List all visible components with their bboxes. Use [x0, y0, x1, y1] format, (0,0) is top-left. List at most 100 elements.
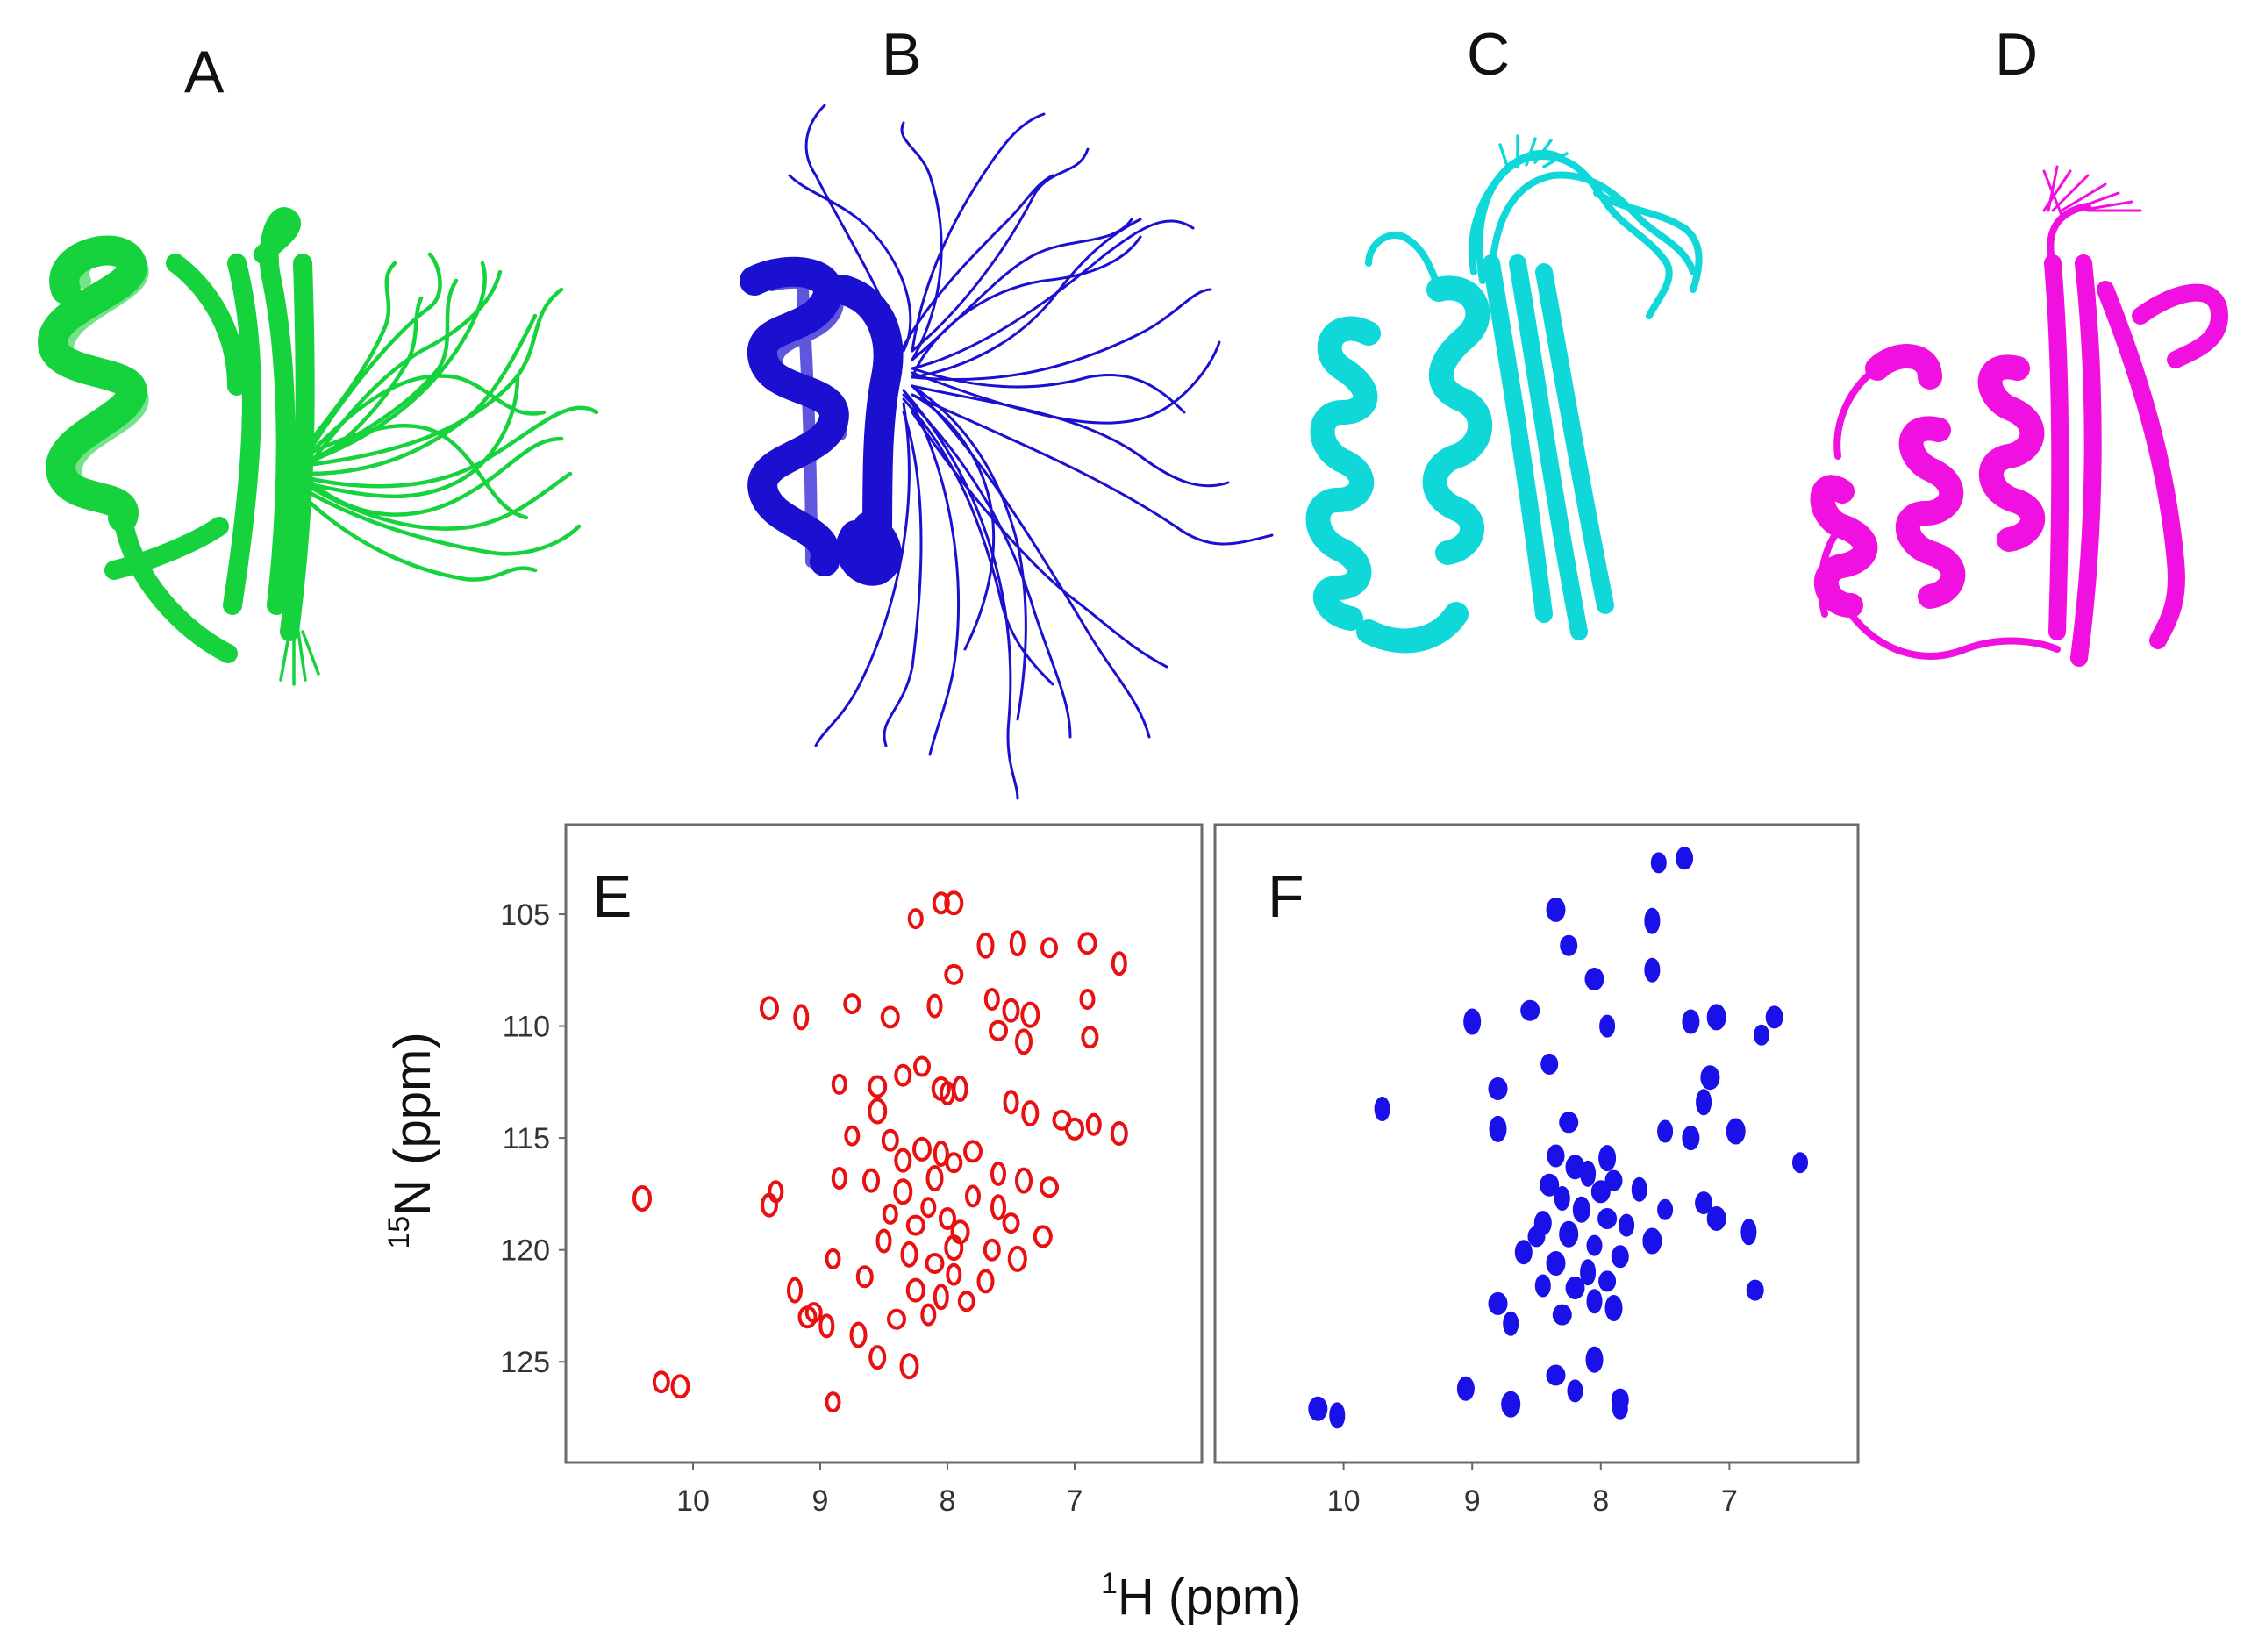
peak: [976, 1269, 995, 1294]
helices-c: [1305, 275, 1493, 654]
peak: [1033, 1225, 1053, 1248]
peak: [1501, 1391, 1521, 1418]
peak: [843, 993, 861, 1015]
panel-letter-c: C: [1467, 21, 1510, 88]
peak: [1706, 1004, 1726, 1031]
peak: [933, 1284, 949, 1311]
structure-ensemble-c: [1305, 134, 1703, 654]
peak: [932, 891, 950, 915]
peak: [1586, 1289, 1603, 1314]
panel-letter-e: E: [592, 863, 632, 930]
peak: [1644, 957, 1661, 983]
panel-letter-f: F: [1268, 863, 1304, 930]
peak: [862, 1168, 880, 1193]
peak: [1559, 1112, 1579, 1134]
peak: [887, 1308, 906, 1330]
panel-letter-a: A: [184, 39, 225, 105]
peak: [1631, 1176, 1647, 1202]
hsqc-panel-f: F 10 9 8 7: [1213, 823, 1860, 1518]
peak: [1572, 1196, 1590, 1223]
peak: [868, 1345, 887, 1370]
peak: [1540, 1173, 1560, 1197]
peak: [1534, 1274, 1551, 1298]
peak: [1695, 1191, 1713, 1215]
y-tick-label: 125: [500, 1346, 550, 1379]
peak: [849, 1321, 868, 1348]
peak: [793, 1004, 810, 1031]
peak: [825, 1391, 841, 1413]
structure-ensemble-a: [38, 207, 599, 686]
peak: [1696, 1089, 1712, 1116]
peak: [1619, 1213, 1635, 1237]
peak: [894, 1063, 912, 1087]
peak: [963, 1140, 983, 1163]
peak: [1580, 1259, 1597, 1286]
peaks-f: [1308, 847, 1808, 1429]
peak: [989, 1019, 1008, 1041]
x-axis-ticks-f: 10 9 8 7: [1327, 1462, 1738, 1518]
peak: [1040, 1176, 1059, 1198]
x-tick-label: 9: [812, 1484, 829, 1518]
peak: [1604, 1169, 1623, 1191]
peak: [1015, 1167, 1033, 1194]
y-axis-title-superscript: 15: [382, 1216, 416, 1249]
peak: [1746, 1279, 1764, 1301]
peak: [1085, 1112, 1102, 1136]
peak: [804, 1302, 823, 1324]
peak: [1546, 1251, 1566, 1276]
peak: [925, 1165, 944, 1191]
peak: [1597, 1208, 1618, 1229]
termini-a: [279, 630, 320, 686]
peak: [944, 1234, 964, 1262]
peak: [976, 932, 995, 959]
peak: [913, 1055, 931, 1077]
peak: [1463, 1008, 1482, 1035]
panel-letter-b: B: [882, 21, 921, 88]
peak: [1726, 1118, 1746, 1145]
peak: [905, 1214, 925, 1236]
structure-ensemble-d: [1810, 165, 2228, 667]
peak: [868, 1075, 888, 1098]
peak: [1002, 998, 1020, 1023]
peak: [1598, 1145, 1617, 1172]
strands-c: [1483, 254, 1614, 640]
peak: [1021, 1100, 1040, 1127]
peak: [1682, 1126, 1700, 1151]
peak: [1590, 1180, 1611, 1204]
peak: [1552, 1304, 1572, 1326]
x-tick-label: 10: [1327, 1484, 1361, 1518]
peak: [1007, 1245, 1027, 1272]
peak: [1560, 934, 1578, 956]
peaks-e: [632, 890, 1128, 1413]
peak: [1111, 951, 1127, 976]
peak: [990, 1161, 1006, 1186]
peak: [1644, 907, 1661, 934]
peak: [1792, 1152, 1808, 1174]
peak: [1488, 1291, 1508, 1315]
peak: [844, 1125, 861, 1147]
peak: [926, 993, 943, 1019]
strands-d: [2044, 254, 2228, 667]
peak: [880, 1005, 900, 1029]
peak: [1559, 1220, 1579, 1248]
peak: [818, 1313, 835, 1339]
peak: [899, 1353, 919, 1380]
peak: [1020, 1001, 1040, 1028]
x-axis-title-text: H (ppm): [1118, 1569, 1301, 1626]
peak: [893, 1178, 913, 1205]
peak: [1546, 1364, 1566, 1386]
peak: [907, 908, 924, 930]
peak: [1308, 1396, 1328, 1421]
peak: [831, 1073, 847, 1095]
peak: [1002, 1212, 1020, 1234]
peak: [1657, 1119, 1674, 1143]
peak: [933, 1141, 949, 1167]
peak: [990, 1194, 1006, 1221]
peak: [1580, 1160, 1597, 1187]
peak: [1503, 1311, 1519, 1336]
peak: [1611, 1388, 1629, 1412]
panel-letter-d: D: [1995, 21, 2038, 88]
loop-tips-c: [1498, 134, 1569, 173]
peak: [940, 1081, 955, 1106]
